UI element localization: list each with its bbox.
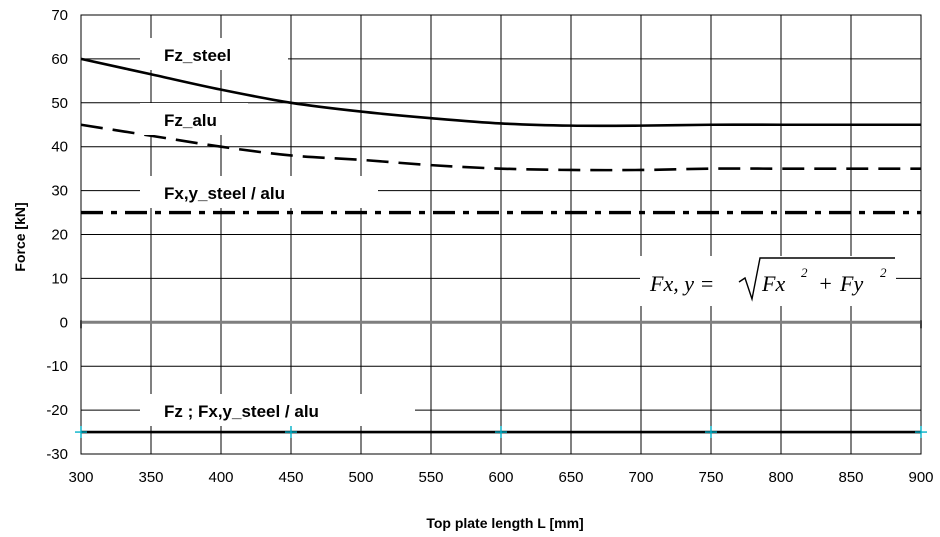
series-markers (75, 426, 927, 439)
series-label-box (140, 176, 378, 208)
series-label-box (140, 103, 248, 135)
x-tick-label: 500 (348, 469, 373, 486)
x-tick-label: 850 (838, 469, 863, 486)
formula-lhs: Fx, y = (649, 271, 714, 296)
series-marker (915, 426, 927, 439)
series-label: Fz_alu (164, 111, 217, 130)
series-labels: Fz_steel Fz_alu Fx,y_steel / alu Fz ; Fx,y_… (140, 38, 415, 426)
x-tick-label: 650 (558, 469, 583, 486)
x-tick-label: 900 (908, 469, 933, 486)
x-tick-label: 300 (68, 469, 93, 486)
formula-exp-a: 2 (801, 265, 808, 280)
x-tick-label: 350 (138, 469, 163, 486)
series-marker (705, 426, 717, 439)
y-tick-label: 50 (51, 95, 68, 112)
sqrt-symbol (738, 257, 895, 302)
y-tick-label: 0 (60, 314, 68, 331)
series-line-1 (80, 57, 921, 128)
y-axis-title: Force [kN] (12, 202, 28, 271)
grid (80, 14, 922, 455)
series-label-box (140, 38, 288, 70)
y-tick-label: -30 (46, 446, 68, 463)
y-tick-label: 40 (51, 139, 68, 156)
x-tick-label: 450 (278, 469, 303, 486)
series-marker (75, 426, 87, 439)
formula-term-b: Fy (839, 271, 863, 296)
x-tick-label: 700 (628, 469, 653, 486)
y-tick-label: -20 (46, 402, 68, 419)
x-tick-labels: 300 350 400 450 500 550 600 650 700 750 800 850 900 (68, 469, 933, 486)
y-tick-label: 10 (51, 270, 68, 287)
x-tick-label: 400 (208, 469, 233, 486)
formula-box (640, 256, 896, 306)
plot-frame (80, 14, 922, 455)
x-tick-label: 800 (768, 469, 793, 486)
series-marker (285, 426, 297, 439)
formula-exp-b: 2 (880, 265, 887, 280)
y-tick-label: 30 (51, 183, 68, 200)
formula-annotation: Fx, y = Fx 2 + Fy 2 (640, 256, 896, 306)
x-axis-title: Top plate length L [mm] (426, 515, 583, 531)
series-label: Fx,y_steel / alu (164, 184, 285, 203)
series-marker (495, 426, 507, 439)
y-tick-label: 70 (51, 7, 68, 24)
y-tick-label: 20 (51, 227, 68, 244)
formula-term-a: Fx (761, 271, 785, 296)
formula-plus: + (818, 271, 833, 296)
series-label-box (140, 394, 415, 426)
x-tick-label: 550 (418, 469, 443, 486)
series-label: Fz ; Fx,y_steel / alu (164, 402, 319, 421)
y-tick-label: 60 (51, 51, 68, 68)
x-tick-label: 750 (698, 469, 723, 486)
series-label: Fz_steel (164, 46, 231, 65)
y-tick-label: -10 (46, 358, 68, 375)
x-tick-label: 600 (488, 469, 513, 486)
series-line-2 (80, 123, 921, 172)
y-tick-labels: 70 60 50 40 30 20 10 0 -10 -20 -30 (46, 7, 68, 463)
